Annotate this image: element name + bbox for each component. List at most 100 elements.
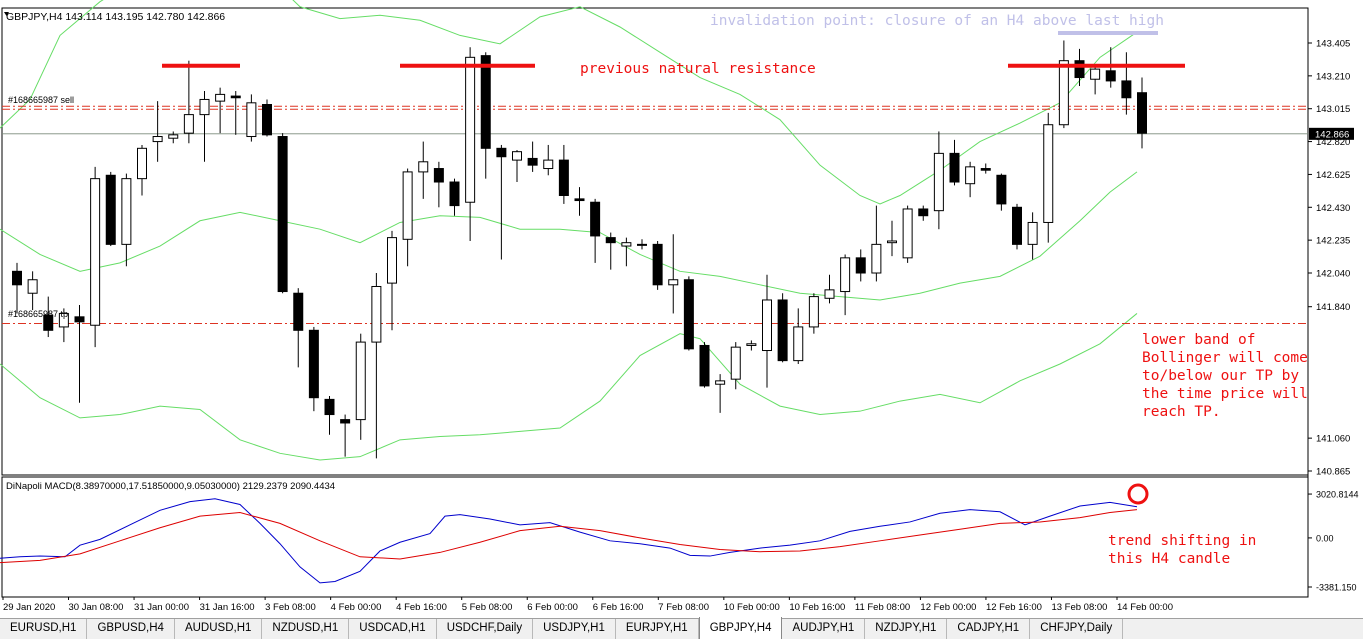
price-tick-label: 142.625: [1316, 170, 1350, 181]
candle-body: [605, 237, 616, 244]
sell-order-label[interactable]: #168665987 sell: [8, 95, 74, 105]
time-tick-label: 31 Jan 00:00: [134, 602, 189, 613]
time-tick-label: 29 Jan 2020: [3, 602, 55, 613]
price-chart-frame: [1, 7, 1309, 476]
candle-body: [137, 147, 147, 180]
tab-audusd-h1[interactable]: AUDUSD,H1: [175, 619, 263, 639]
candle-body: [1090, 68, 1101, 80]
price-tick-label: 141.060: [1316, 434, 1350, 445]
price-tick-label: 143.015: [1316, 104, 1350, 115]
time-tick-label: 6 Feb 16:00: [593, 602, 644, 613]
time-tick-label: 31 Jan 16:00: [200, 602, 255, 613]
dropdown-icon[interactable]: [4, 12, 9, 16]
candle-body: [121, 178, 132, 245]
time-tick-label: 4 Feb 00:00: [331, 602, 382, 613]
candle-body: [324, 398, 335, 416]
candle-body: [1121, 80, 1132, 99]
candle-body: [793, 326, 804, 362]
candle-body: [871, 243, 882, 274]
candle-body: [1074, 60, 1085, 79]
candle-body: [168, 134, 179, 139]
tab-audjpy-h1[interactable]: AUDJPY,H1: [782, 619, 866, 639]
chart-window[interactable]: 143.405 143.210 143.015 142.820 142.625 142.4…: [0, 0, 1363, 618]
candle-body: [621, 242, 632, 247]
current-price-label: 142.866: [1315, 129, 1349, 140]
macd-subwindow-frame: [1, 476, 1309, 598]
candle-body: [543, 159, 554, 170]
price-tick-label: 143.210: [1316, 71, 1350, 82]
candle-body: [777, 299, 788, 362]
tab-cadjpy-h1[interactable]: CADJPY,H1: [947, 619, 1031, 639]
candle-body: [980, 168, 991, 171]
candle-body: [183, 114, 194, 134]
candle-body: [293, 292, 304, 331]
candle-body: [465, 56, 476, 203]
macd-line: [0, 498, 1138, 584]
price-tick-label: 142.235: [1316, 236, 1350, 247]
time-axis: 29 Jan 2020 30 Jan 08:00 31 Jan 00:00 31 Ja…: [2, 597, 1173, 613]
macd-tick-label: 0.00: [1316, 533, 1334, 543]
time-tick-label: 12 Feb 00:00: [920, 602, 976, 613]
candle-body: [1027, 221, 1038, 245]
tab-usdchf-daily[interactable]: USDCHF,Daily: [437, 619, 534, 639]
tab-gbpusd-h4[interactable]: GBPUSD,H4: [87, 619, 175, 639]
time-tick-label: 12 Feb 16:00: [986, 602, 1042, 613]
candle-body: [668, 279, 679, 286]
candle-body: [1105, 70, 1116, 82]
candle-body: [1137, 92, 1147, 134]
price-tick-label: 140.865: [1316, 467, 1350, 478]
chart-tabs: EURUSD,H1 GBPUSD,H4 AUDUSD,H1 NZDUSD,H1 USDC…: [0, 617, 1363, 639]
tab-chfjpy-daily[interactable]: CHFJPY,Daily: [1030, 619, 1124, 639]
invalidation-annotation: invalidation point: closure of an H4 abo…: [710, 13, 1164, 29]
candle-body: [90, 178, 101, 326]
lower-band-line-2: Bollinger will come: [1142, 350, 1308, 366]
candle-body: [558, 159, 569, 196]
tab-nzdjpy-h1[interactable]: NZDJPY,H1: [865, 619, 948, 639]
candle-body: [12, 270, 22, 286]
candle-body: [637, 243, 647, 246]
candlesticks: [12, 40, 1147, 459]
candle-body: [262, 104, 272, 136]
candle-body: [574, 198, 585, 202]
price-tick-label: 142.040: [1316, 269, 1350, 280]
time-tick-label: 13 Feb 08:00: [1051, 602, 1107, 613]
tp-order-label[interactable]: #168665987 tp: [8, 309, 68, 319]
macd-axis: 3020.8144 0.00 -3381.150: [1308, 490, 1359, 593]
time-tick-label: 10 Feb 16:00: [789, 602, 845, 613]
trend-shift-line-1: trend shifting in: [1108, 533, 1256, 549]
candle-body: [43, 314, 54, 331]
candle-body: [808, 296, 819, 328]
candle-body: [590, 201, 601, 237]
candle-body: [277, 136, 288, 293]
candle-body: [152, 136, 163, 143]
candle-body: [824, 289, 835, 299]
candle-body: [496, 147, 507, 158]
trend-shift-circle: [1127, 483, 1149, 505]
macd-lines: [0, 498, 1138, 584]
time-tick-label: 4 Feb 16:00: [396, 602, 447, 613]
price-tick-label: 141.840: [1316, 302, 1350, 313]
candle-body: [371, 285, 382, 343]
lower-band-line-3: to/below our TP by: [1142, 368, 1299, 384]
tab-nzdusd-h1[interactable]: NZDUSD,H1: [262, 619, 350, 639]
order-lines[interactable]: [2, 105, 1308, 325]
macd-header: DiNapoli MACD(8.38970000,17.51850000,9.0…: [6, 481, 335, 492]
candle-body: [246, 102, 257, 138]
candle-body: [887, 240, 897, 244]
candle-body: [715, 380, 726, 385]
trend-shift-line-2: this H4 candle: [1108, 551, 1230, 567]
tab-eurusd-h1[interactable]: EURUSD,H1: [0, 619, 88, 639]
signal-line: [0, 509, 1138, 564]
candle-body: [355, 341, 366, 421]
tab-usdjpy-h1[interactable]: USDJPY,H1: [533, 619, 616, 639]
lower-band-line-1: lower band of: [1142, 332, 1256, 348]
tab-gbpjpy-h4[interactable]: GBPJPY,H4: [698, 617, 783, 639]
candle-body: [1058, 60, 1069, 126]
candle-body: [730, 346, 741, 380]
tab-usdcad-h1[interactable]: USDCAD,H1: [349, 619, 437, 639]
candle-body: [340, 419, 351, 424]
candle-body: [308, 329, 319, 399]
tab-eurjpy-h1[interactable]: EURJPY,H1: [616, 619, 699, 639]
candle-body: [902, 208, 913, 259]
bollinger-lower: [0, 313, 1138, 461]
